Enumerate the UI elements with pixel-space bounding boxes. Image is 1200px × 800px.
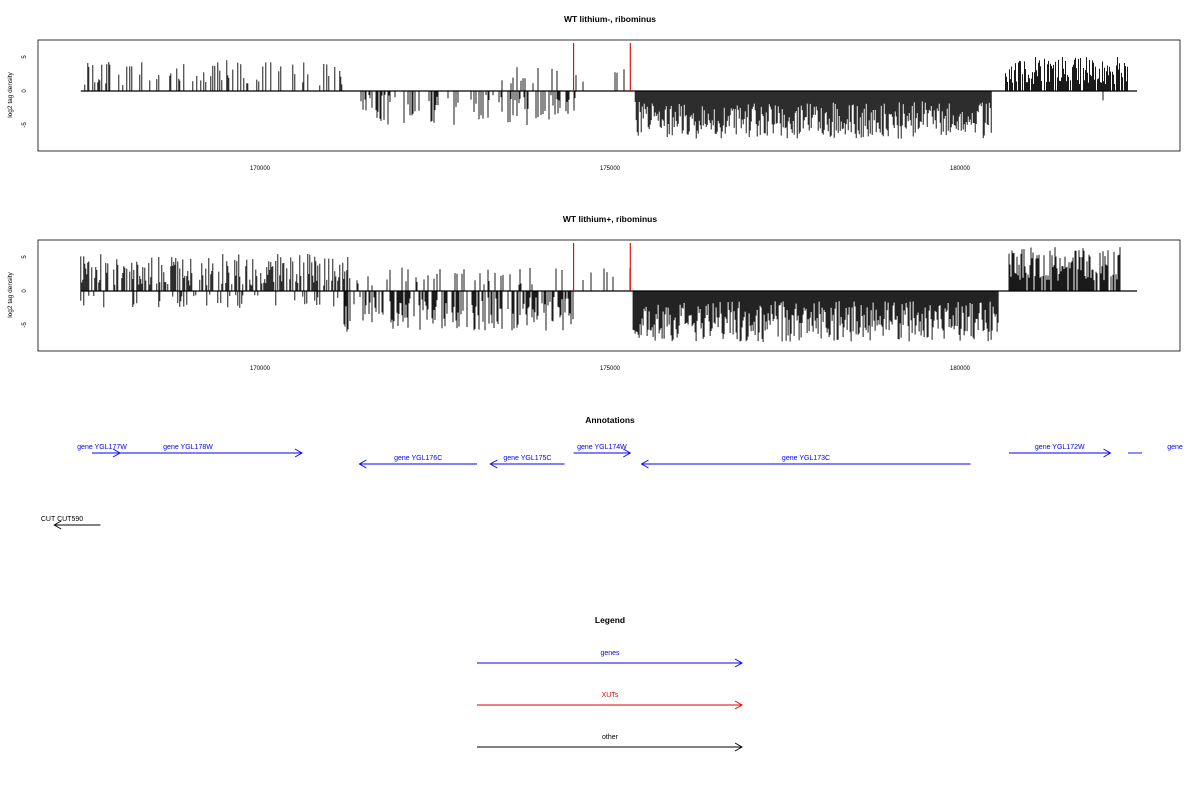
annotations-title: Annotations xyxy=(585,415,635,425)
annotation-label: gene YGL174W xyxy=(577,444,627,451)
annotation-label: gene YGL177W xyxy=(77,444,127,451)
legend-item: XUTs xyxy=(477,692,743,710)
legend-label: other xyxy=(602,734,619,741)
annotation-label: gene YGL176C xyxy=(394,455,442,462)
density-bars xyxy=(80,43,1138,139)
x-tick-label: 180000 xyxy=(950,166,971,172)
density-bars xyxy=(80,243,1138,342)
legend-label: genes xyxy=(600,650,620,657)
y-tick-label: -5 xyxy=(22,122,28,128)
annotations-track: Annotations gene YGL177W gene YGL178W gene… xyxy=(41,415,1183,530)
x-tick-label: 180000 xyxy=(950,366,971,372)
annotation-label: gene xyxy=(1167,444,1183,451)
annotation-feature[interactable]: CUT CUT590 xyxy=(41,516,101,530)
annotation-label: gene YGL178W xyxy=(163,444,213,451)
y-tick-label: 5 xyxy=(22,55,28,59)
legend-item: genes xyxy=(477,650,743,668)
panel-title: WT lithium+, ribominus xyxy=(563,214,657,224)
annotation-label: gene YGL173C xyxy=(782,455,830,462)
y-tick-label: 0 xyxy=(22,289,28,293)
annotation-feature[interactable]: gene YGL175C xyxy=(489,455,565,469)
annotation-label: gene YGL172W xyxy=(1035,444,1085,451)
annotation-feature[interactable]: gene YGL178W xyxy=(92,444,303,458)
annotation-feature[interactable]: gene YGL174W xyxy=(573,444,632,458)
legend-item: other xyxy=(477,734,743,752)
y-axis-label: log2 tag density xyxy=(7,271,14,317)
x-tick-label: 170000 xyxy=(250,366,271,372)
y-tick-label: 0 xyxy=(22,89,28,93)
x-tick-label: 175000 xyxy=(600,166,621,172)
annotation-feature[interactable]: gene YGL177W xyxy=(77,444,127,458)
annotation-feature[interactable]: gene YGL173C xyxy=(640,455,971,469)
chart-panel-lithium-plus: WT lithium+, ribominus log2 tag density … xyxy=(7,214,1181,372)
legend-label: XUTs xyxy=(602,692,619,699)
x-tick-label: 175000 xyxy=(600,366,621,372)
annotation-feature[interactable]: gene YGL172W xyxy=(1009,444,1112,458)
annotation-label: gene YGL175C xyxy=(503,455,551,462)
panel-title: WT lithium-, ribominus xyxy=(564,14,656,24)
x-tick-label: 170000 xyxy=(250,166,271,172)
chart-panel-lithium-minus: WT lithium-, ribominus log2 tag density … xyxy=(7,14,1181,172)
annotation-feature[interactable]: gene xyxy=(1128,444,1183,454)
y-axis-label: log2 tag density xyxy=(7,71,14,117)
annotation-label: CUT CUT590 xyxy=(41,516,83,523)
y-tick-label: 5 xyxy=(22,255,28,259)
y-tick-label: -5 xyxy=(22,322,28,328)
annotation-feature[interactable]: gene YGL176C xyxy=(358,455,477,469)
plot-frame xyxy=(37,239,1181,352)
legend: Legend genes XUTs other xyxy=(477,615,743,752)
legend-title: Legend xyxy=(595,615,625,625)
plot-frame xyxy=(37,39,1181,152)
